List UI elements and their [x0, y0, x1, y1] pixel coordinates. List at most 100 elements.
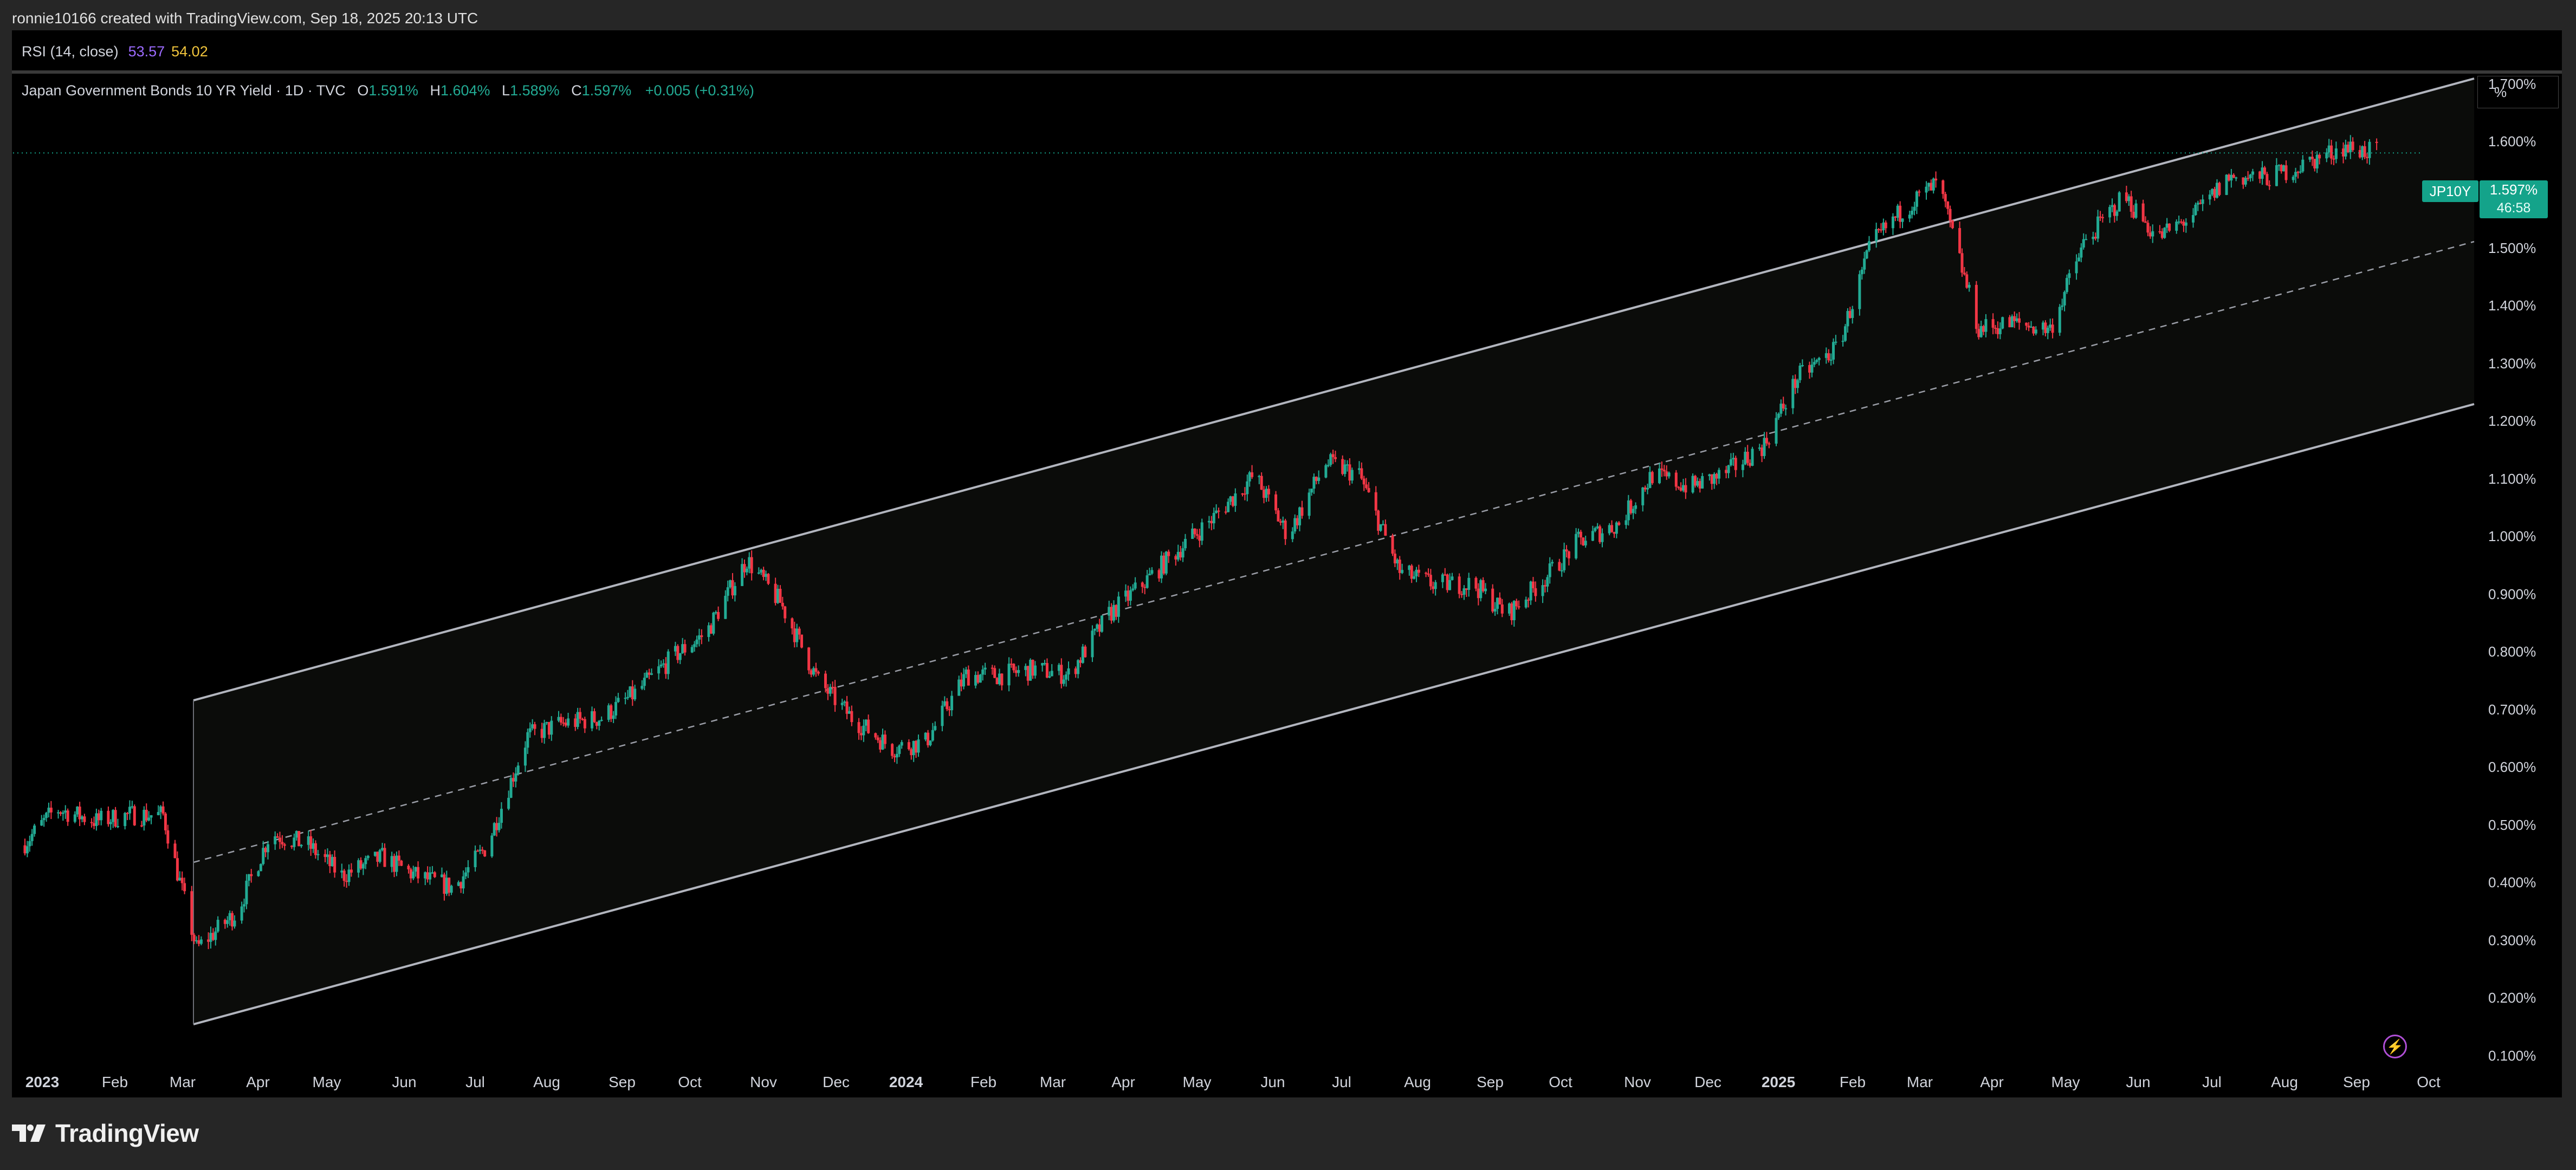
candle[interactable] — [400, 860, 403, 866]
candle[interactable] — [1827, 349, 1830, 363]
candle[interactable] — [523, 741, 527, 772]
candle[interactable] — [2177, 216, 2180, 225]
candle[interactable] — [1551, 560, 1554, 567]
candle[interactable] — [907, 739, 910, 751]
candle[interactable] — [1524, 596, 1528, 609]
candle[interactable] — [1796, 379, 1800, 393]
candle[interactable] — [1298, 506, 1302, 531]
candle[interactable] — [1941, 179, 1945, 199]
candle[interactable] — [1098, 619, 1101, 637]
candle[interactable] — [243, 898, 246, 913]
candle[interactable] — [1162, 552, 1166, 575]
candle[interactable] — [59, 811, 62, 816]
candle[interactable] — [807, 647, 811, 674]
candle[interactable] — [1134, 577, 1137, 590]
candle[interactable] — [1863, 251, 1866, 274]
candle[interactable] — [90, 818, 93, 828]
candle[interactable] — [61, 810, 64, 821]
candle[interactable] — [2068, 269, 2071, 285]
candle[interactable] — [1215, 504, 1218, 514]
candle[interactable] — [1300, 500, 1304, 519]
candle[interactable] — [1014, 666, 1018, 677]
candle[interactable] — [1749, 459, 1752, 468]
candle[interactable] — [257, 870, 260, 877]
candle[interactable] — [1965, 271, 1969, 289]
candle[interactable] — [1067, 661, 1070, 681]
candle[interactable] — [850, 705, 853, 726]
channel-mid-line[interactable] — [193, 240, 2475, 863]
candle[interactable] — [1427, 568, 1430, 577]
candle[interactable] — [2358, 145, 2361, 159]
candle[interactable] — [712, 612, 715, 636]
candle[interactable] — [1231, 496, 1234, 508]
candle[interactable] — [1977, 323, 1980, 340]
candle[interactable] — [131, 801, 134, 809]
candle[interactable] — [1824, 347, 1828, 364]
candle[interactable] — [2235, 177, 2238, 181]
candle[interactable] — [274, 831, 277, 850]
candle[interactable] — [483, 850, 487, 857]
candle[interactable] — [1546, 575, 1549, 593]
candle[interactable] — [1660, 461, 1664, 477]
candle[interactable] — [1608, 523, 1611, 536]
candle[interactable] — [1334, 451, 1337, 463]
candle[interactable] — [540, 723, 543, 743]
candle[interactable] — [2213, 186, 2216, 201]
candle[interactable] — [1446, 573, 1449, 593]
candle[interactable] — [295, 830, 298, 841]
candle[interactable] — [798, 626, 801, 640]
candle[interactable] — [840, 698, 844, 710]
candle[interactable] — [1658, 463, 1661, 484]
candle[interactable] — [2363, 141, 2366, 159]
candle[interactable] — [1944, 192, 1947, 207]
candle[interactable] — [2125, 185, 2128, 203]
candle[interactable] — [2296, 171, 2300, 179]
candle[interactable] — [1350, 467, 1354, 484]
candle[interactable] — [1062, 675, 1065, 687]
candle[interactable] — [1310, 489, 1313, 496]
candle[interactable] — [1879, 223, 1882, 233]
candle[interactable] — [678, 653, 682, 665]
candle[interactable] — [1176, 544, 1180, 562]
candle[interactable] — [2001, 316, 2004, 329]
candle[interactable] — [1598, 524, 1602, 544]
candle[interactable] — [1496, 597, 1499, 615]
candle[interactable] — [464, 867, 467, 880]
candle[interactable] — [1577, 528, 1580, 538]
candle[interactable] — [1241, 493, 1244, 497]
candle[interactable] — [2058, 304, 2061, 336]
candle[interactable] — [1074, 666, 1077, 678]
candle[interactable] — [1458, 573, 1461, 599]
candle[interactable] — [2132, 205, 2135, 219]
candle[interactable] — [47, 802, 50, 818]
candle[interactable] — [1717, 467, 1720, 484]
candle[interactable] — [140, 821, 143, 828]
candle[interactable] — [178, 871, 182, 881]
candle[interactable] — [1693, 474, 1697, 488]
candle[interactable] — [707, 622, 710, 642]
candle[interactable] — [1141, 581, 1144, 593]
candle[interactable] — [176, 851, 179, 882]
candle[interactable] — [843, 700, 846, 706]
candle[interactable] — [695, 635, 698, 648]
candle[interactable] — [1362, 476, 1365, 491]
candle[interactable] — [629, 686, 632, 698]
candle[interactable] — [598, 720, 601, 731]
candle[interactable] — [2063, 290, 2066, 311]
candle[interactable] — [2232, 173, 2235, 179]
candle[interactable] — [1558, 558, 1561, 571]
candle[interactable] — [2330, 140, 2333, 165]
candle[interactable] — [1048, 671, 1051, 679]
candle[interactable] — [547, 722, 551, 739]
candle[interactable] — [1041, 662, 1044, 672]
candle[interactable] — [450, 885, 453, 895]
candle[interactable] — [1267, 485, 1270, 502]
candle[interactable] — [1108, 601, 1111, 620]
candle[interactable] — [1248, 471, 1251, 487]
candle[interactable] — [1746, 445, 1749, 466]
candle[interactable] — [2199, 199, 2202, 205]
candle[interactable] — [883, 730, 886, 749]
candle[interactable] — [2266, 172, 2269, 186]
candle[interactable] — [745, 566, 748, 576]
candle[interactable] — [2277, 164, 2281, 171]
